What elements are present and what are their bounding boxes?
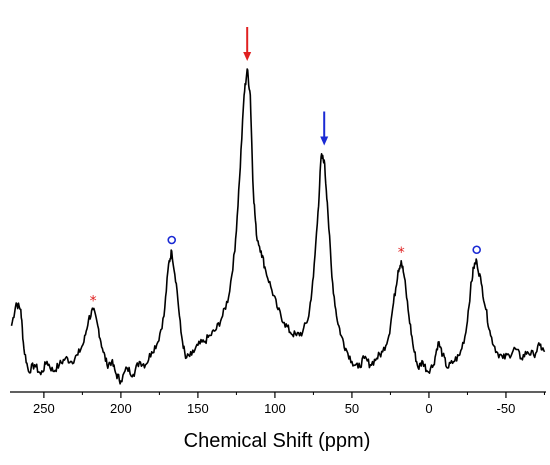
x-axis-ticks: 250 200 150 100 50 0 -50: [33, 392, 545, 416]
spectrum-line: [10, 68, 546, 385]
x-tick-label: -50: [497, 401, 516, 416]
x-tick-label: 50: [345, 401, 359, 416]
x-tick-label: 150: [187, 401, 209, 416]
x-tick-label: 200: [110, 401, 132, 416]
spinning-sideband-asterisk: *: [90, 294, 97, 310]
peak-arrow-head: [320, 136, 329, 146]
x-axis-label: Chemical Shift (ppm): [184, 430, 371, 452]
x-tick-label: 250: [33, 401, 55, 416]
peak-arrow-head: [243, 52, 252, 61]
x-tick-label: 0: [425, 401, 432, 416]
peak-circle-marker: [472, 245, 481, 255]
peak-annotations: **: [90, 27, 481, 310]
spinning-sideband-asterisk: *: [398, 245, 405, 261]
x-tick-label: 100: [264, 401, 286, 416]
peak-circle-marker: [167, 235, 177, 245]
